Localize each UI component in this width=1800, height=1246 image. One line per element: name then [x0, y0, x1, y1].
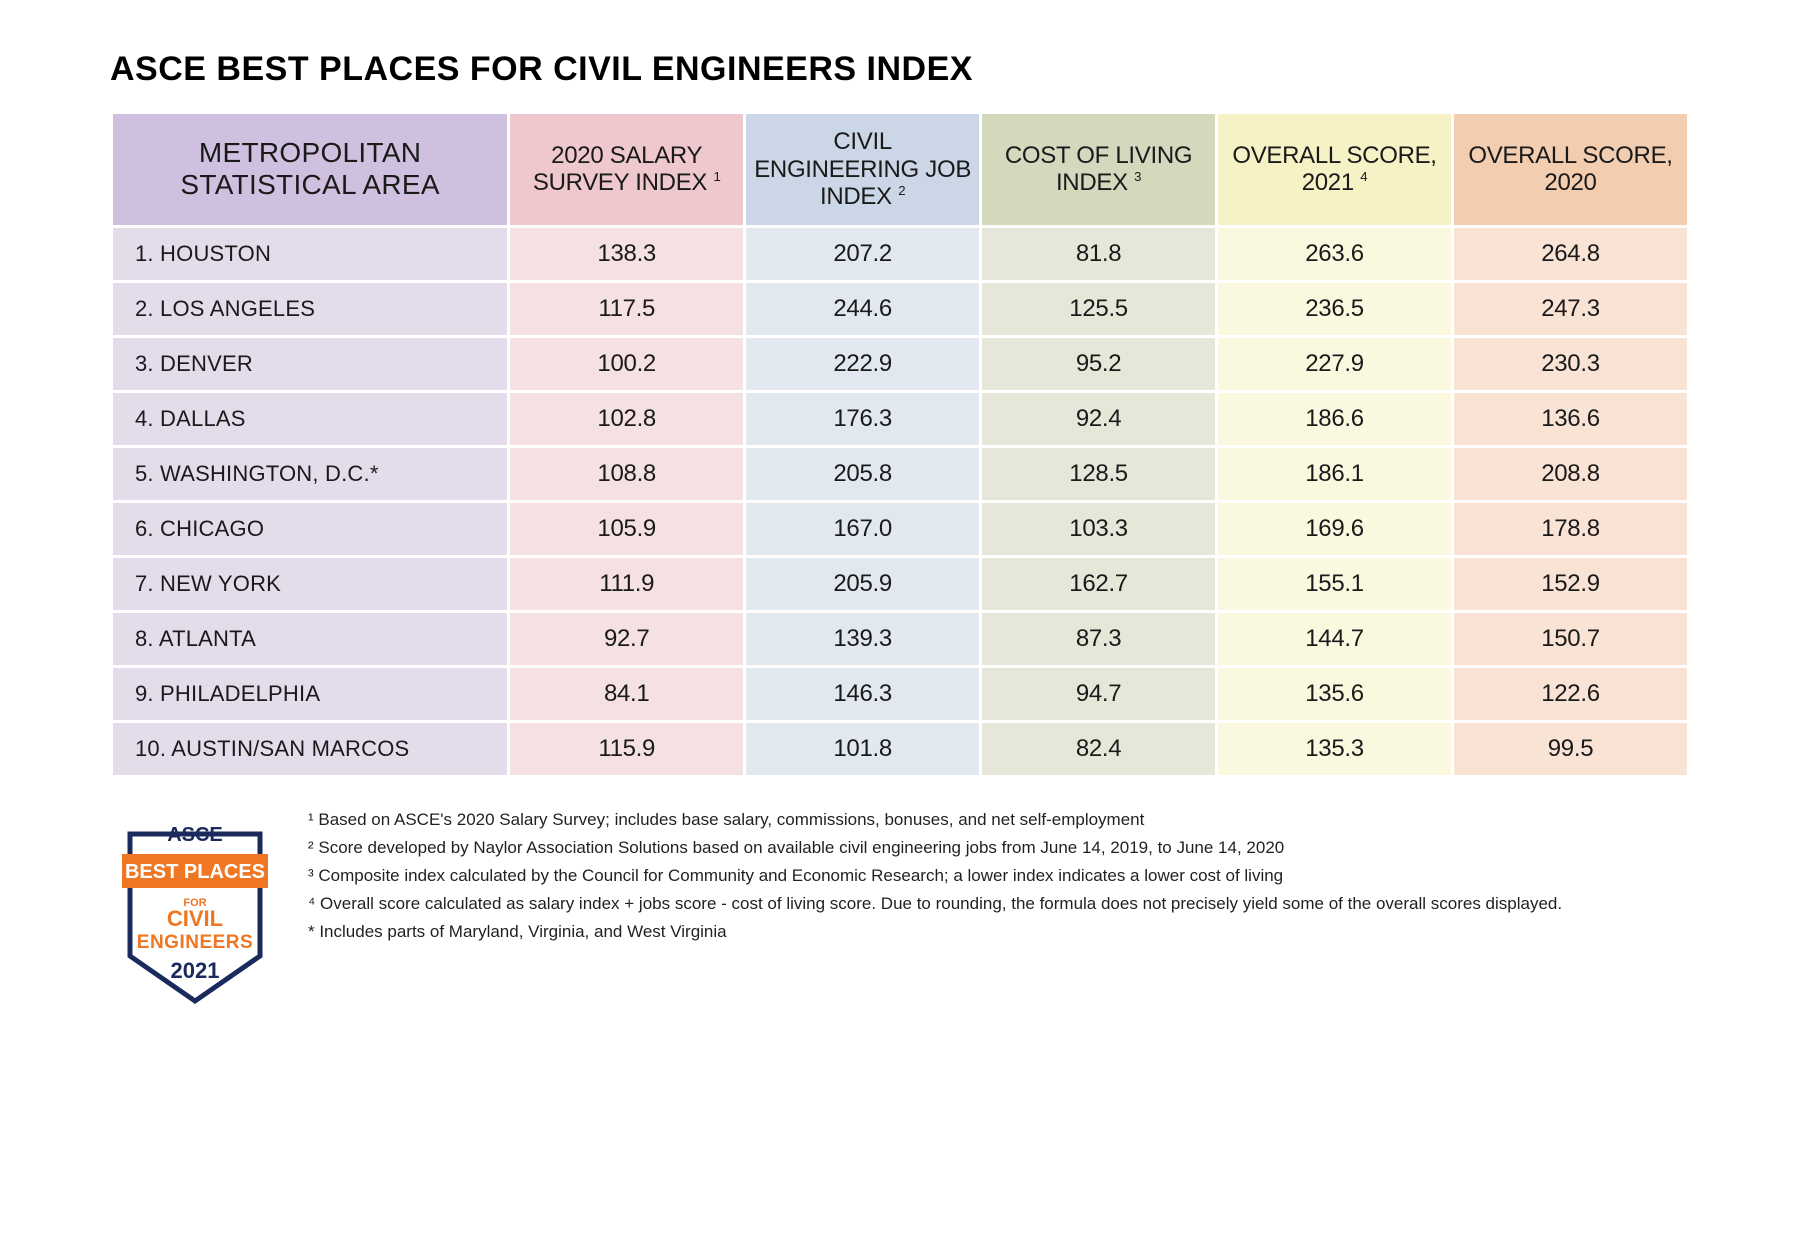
area-cell: 1. HOUSTON — [113, 228, 507, 280]
page-title: ASCE BEST PLACES FOR CIVIL ENGINEERS IND… — [110, 50, 1690, 89]
area-cell: 9. PHILADELPHIA — [113, 668, 507, 720]
value-cell: 128.5 — [982, 448, 1215, 500]
value-cell: 136.6 — [1454, 393, 1687, 445]
footnote-3: ³ Composite index calculated by the Coun… — [308, 862, 1562, 890]
value-cell: 186.1 — [1218, 448, 1451, 500]
value-cell: 117.5 — [510, 283, 743, 335]
col-header-score-2020: OVERALL SCORE, 2020 — [1454, 114, 1687, 225]
value-cell: 111.9 — [510, 558, 743, 610]
value-cell: 178.8 — [1454, 503, 1687, 555]
value-cell: 144.7 — [1218, 613, 1451, 665]
table-row: 7. NEW YORK111.9205.9162.7155.1152.9 — [113, 558, 1687, 610]
table-row: 8. ATLANTA92.7139.387.3144.7150.7 — [113, 613, 1687, 665]
area-cell: 4. DALLAS — [113, 393, 507, 445]
table-row: 6. CHICAGO105.9167.0103.3169.6178.8 — [113, 503, 1687, 555]
footnote-1: ¹ Based on ASCE's 2020 Salary Survey; in… — [308, 806, 1562, 834]
badge-best-places-text: BEST PLACES — [125, 861, 265, 883]
value-cell: 108.8 — [510, 448, 743, 500]
table-row: 2. LOS ANGELES117.5244.6125.5236.5247.3 — [113, 283, 1687, 335]
area-cell: 3. DENVER — [113, 338, 507, 390]
value-cell: 263.6 — [1218, 228, 1451, 280]
footnotes-section: ASCE BEST PLACES FOR CIVIL ENGINEERS 202… — [110, 806, 1690, 1011]
col-header-jobs: CIVIL ENGINEERING JOB INDEX 2 — [746, 114, 979, 225]
value-cell: 176.3 — [746, 393, 979, 445]
value-cell: 162.7 — [982, 558, 1215, 610]
table-row: 10. AUSTIN/SAN MARCOS115.9101.882.4135.3… — [113, 723, 1687, 775]
value-cell: 230.3 — [1454, 338, 1687, 390]
value-cell: 205.9 — [746, 558, 979, 610]
badge-engineers-text: ENGINEERS — [137, 932, 253, 953]
value-cell: 208.8 — [1454, 448, 1687, 500]
value-cell: 146.3 — [746, 668, 979, 720]
col-header-salary: 2020 SALARY SURVEY INDEX 1 — [510, 114, 743, 225]
value-cell: 155.1 — [1218, 558, 1451, 610]
value-cell: 103.3 — [982, 503, 1215, 555]
value-cell: 99.5 — [1454, 723, 1687, 775]
col-header-score-2021: OVERALL SCORE, 2021 4 — [1218, 114, 1451, 225]
table-header-row: METROPOLITAN STATISTICAL AREA 2020 SALAR… — [113, 114, 1687, 225]
value-cell: 138.3 — [510, 228, 743, 280]
value-cell: 207.2 — [746, 228, 979, 280]
table-row: 9. PHILADELPHIA84.1146.394.7135.6122.6 — [113, 668, 1687, 720]
value-cell: 87.3 — [982, 613, 1215, 665]
value-cell: 122.6 — [1454, 668, 1687, 720]
value-cell: 264.8 — [1454, 228, 1687, 280]
value-cell: 247.3 — [1454, 283, 1687, 335]
value-cell: 236.5 — [1218, 283, 1451, 335]
value-cell: 101.8 — [746, 723, 979, 775]
value-cell: 169.6 — [1218, 503, 1451, 555]
badge-civil-text: CIVIL — [167, 906, 223, 931]
best-places-badge: ASCE BEST PLACES FOR CIVIL ENGINEERS 202… — [110, 806, 280, 1011]
value-cell: 205.8 — [746, 448, 979, 500]
value-cell: 92.4 — [982, 393, 1215, 445]
value-cell: 115.9 — [510, 723, 743, 775]
value-cell: 84.1 — [510, 668, 743, 720]
value-cell: 94.7 — [982, 668, 1215, 720]
value-cell: 135.3 — [1218, 723, 1451, 775]
value-cell: 222.9 — [746, 338, 979, 390]
value-cell: 105.9 — [510, 503, 743, 555]
badge-year-text: 2021 — [171, 958, 220, 983]
value-cell: 227.9 — [1218, 338, 1451, 390]
value-cell: 167.0 — [746, 503, 979, 555]
value-cell: 81.8 — [982, 228, 1215, 280]
value-cell: 244.6 — [746, 283, 979, 335]
value-cell: 135.6 — [1218, 668, 1451, 720]
index-table: METROPOLITAN STATISTICAL AREA 2020 SALAR… — [110, 111, 1690, 778]
value-cell: 150.7 — [1454, 613, 1687, 665]
area-cell: 10. AUSTIN/SAN MARCOS — [113, 723, 507, 775]
table-row: 3. DENVER100.2222.995.2227.9230.3 — [113, 338, 1687, 390]
table-row: 4. DALLAS102.8176.392.4186.6136.6 — [113, 393, 1687, 445]
value-cell: 125.5 — [982, 283, 1215, 335]
value-cell: 92.7 — [510, 613, 743, 665]
footnote-4: ⁴ Overall score calculated as salary ind… — [308, 890, 1562, 918]
area-cell: 7. NEW YORK — [113, 558, 507, 610]
area-cell: 5. WASHINGTON, D.C.* — [113, 448, 507, 500]
value-cell: 186.6 — [1218, 393, 1451, 445]
area-cell: 6. CHICAGO — [113, 503, 507, 555]
value-cell: 95.2 — [982, 338, 1215, 390]
col-header-area: METROPOLITAN STATISTICAL AREA — [113, 114, 507, 225]
col-header-cost: COST OF LIVING INDEX 3 — [982, 114, 1215, 225]
area-cell: 8. ATLANTA — [113, 613, 507, 665]
value-cell: 102.8 — [510, 393, 743, 445]
table-row: 1. HOUSTON138.3207.281.8263.6264.8 — [113, 228, 1687, 280]
value-cell: 152.9 — [1454, 558, 1687, 610]
value-cell: 139.3 — [746, 613, 979, 665]
badge-asce-text: ASCE — [167, 824, 223, 846]
value-cell: 82.4 — [982, 723, 1215, 775]
table-row: 5. WASHINGTON, D.C.*108.8205.8128.5186.1… — [113, 448, 1687, 500]
footnote-asterisk: * Includes parts of Maryland, Virginia, … — [308, 918, 1562, 946]
value-cell: 100.2 — [510, 338, 743, 390]
area-cell: 2. LOS ANGELES — [113, 283, 507, 335]
table-body: 1. HOUSTON138.3207.281.8263.6264.82. LOS… — [113, 228, 1687, 775]
footnotes-text: ¹ Based on ASCE's 2020 Salary Survey; in… — [308, 806, 1562, 946]
footnote-2: ² Score developed by Naylor Association … — [308, 834, 1562, 862]
